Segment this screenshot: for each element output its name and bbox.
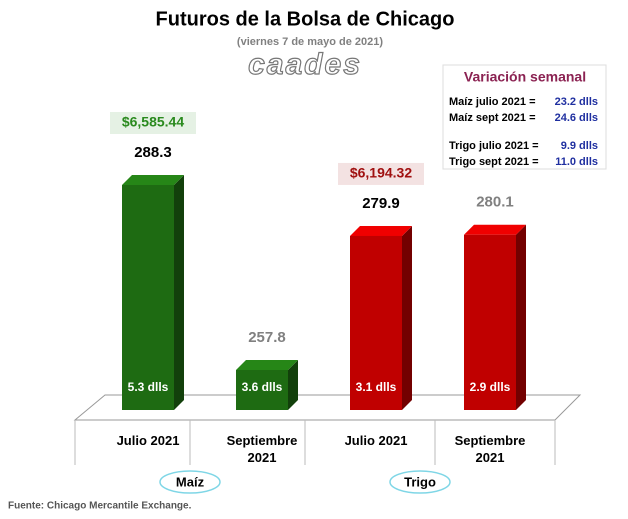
x-tick-label: Septiembre 2021: [226, 433, 298, 465]
bar-top: [464, 224, 526, 235]
price-label: $6,585.44: [122, 114, 184, 130]
bar: [122, 175, 184, 410]
x-tick-label: Julio 2021: [344, 433, 408, 448]
weekly-label: Trigo sept 2021 =: [449, 156, 539, 168]
weekly-value: 24.6 dlls: [555, 112, 598, 124]
bar-inner-label: 2.9 dlls: [470, 380, 511, 394]
x-tick-label: Julio 2021: [116, 433, 180, 448]
weekly-value: 23.2 dlls: [555, 96, 598, 108]
bar-side: [402, 225, 412, 410]
bar-inner-label: 5.3 dlls: [128, 380, 169, 394]
group-label: Trigo: [404, 474, 436, 489]
bar-front: [122, 185, 174, 410]
x-tick-label: Septiembre 2021: [454, 433, 526, 465]
bar-side: [174, 175, 184, 410]
weekly-value: 9.9 dlls: [561, 140, 598, 152]
value-label: 288.3: [134, 144, 172, 161]
group-label: Maíz: [176, 474, 205, 489]
weekly-value: 11.0 dlls: [555, 156, 598, 168]
price-box: [338, 162, 424, 185]
bar-front: [236, 370, 288, 410]
bar-top: [236, 360, 298, 370]
bar-top: [122, 175, 184, 185]
bar-top: [350, 225, 412, 236]
weekly-title: Variación semanal: [464, 69, 586, 85]
chart-title: Futuros de la Bolsa de Chicago: [156, 8, 455, 30]
bar: [464, 224, 526, 410]
weekly-box: [442, 64, 607, 170]
price-label: $6,194.32: [350, 165, 412, 181]
value-label: 257.8: [248, 329, 286, 346]
bar-inner-label: 3.1 dlls: [356, 380, 397, 394]
group-ellipse: [389, 470, 451, 494]
bar-front: [350, 235, 402, 410]
bar-inner-label: 3.6 dlls: [242, 380, 283, 394]
weekly-label: Maíz julio 2021 =: [449, 96, 536, 108]
bar: [350, 225, 412, 410]
value-label: 279.9: [362, 195, 400, 212]
weekly-label: Maíz sept 2021 =: [449, 112, 536, 124]
bar-side: [288, 360, 298, 410]
source: Fuente: Chicago Mercantile Exchange.: [8, 501, 192, 512]
subtitle: (viernes 7 de mayo de 2021): [237, 36, 383, 48]
weekly-label: Trigo julio 2021 =: [449, 140, 539, 152]
value-label: 280.1: [476, 194, 514, 211]
logo: caades: [248, 48, 362, 81]
bar: [236, 360, 298, 410]
bar-side: [516, 224, 526, 410]
group-ellipse: [159, 470, 221, 494]
price-box: [110, 112, 196, 134]
bar-front: [464, 234, 516, 410]
